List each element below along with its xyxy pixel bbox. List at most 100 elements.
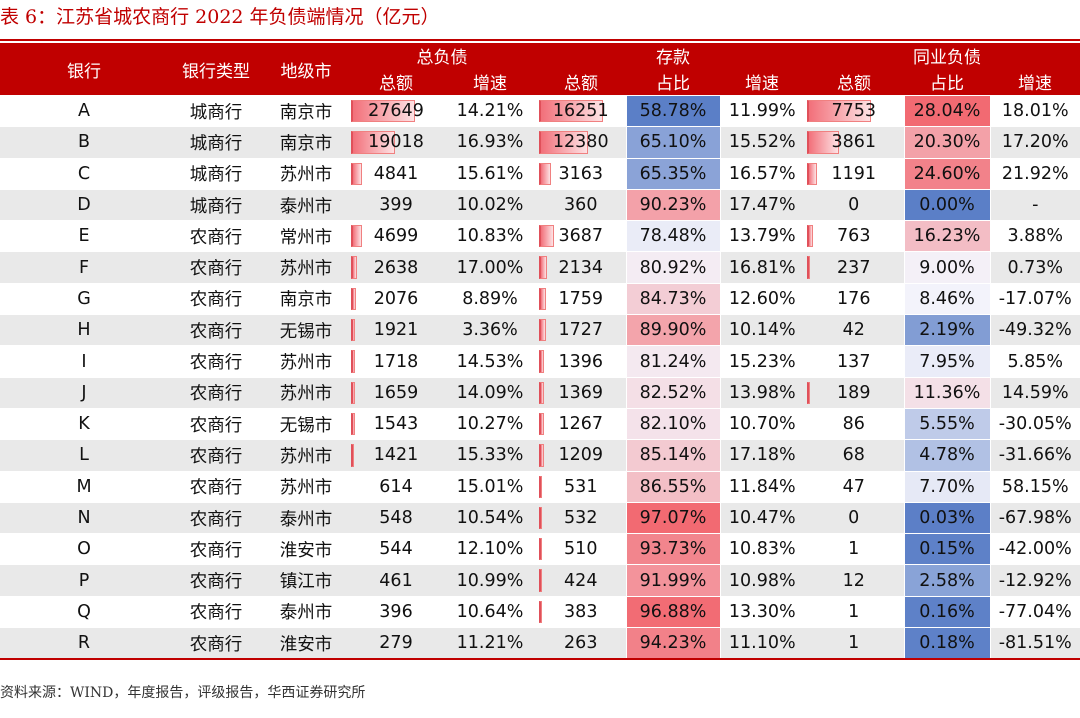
cell-bank-type: 农商行 [168,251,264,284]
cell-ib-total: 1191 [804,157,904,190]
header-spacer [990,43,1080,68]
data-bar [807,381,810,404]
header-spacer [720,43,804,68]
data-bar [351,381,355,404]
cell-value: 19018 [368,132,424,153]
cell-dep-growth: 11.99% [720,94,804,127]
cell-ib-growth: 17.20% [990,126,1080,159]
cell-dep-total: 12380 [536,126,626,159]
cell-tl-growth: 3.36% [444,314,536,346]
cell-bank-type: 农商行 [168,564,264,597]
cell-value: 544 [379,539,413,560]
cell-dep-total: 1396 [536,345,626,378]
cell-dep-share: 93.73% [625,533,721,565]
cell-dep-total: 360 [536,188,626,221]
cell-city: 淮安市 [264,533,348,565]
cell-tl-growth: 8.89% [444,282,536,315]
cell-bank-type: 城商行 [168,157,264,190]
cell-ib-share: 24.60% [903,157,991,190]
cell-city: 南京市 [264,282,348,315]
cell-tl-growth: 12.10% [444,533,536,565]
table-row: K 农商行 无锡市 1543 10.27% 1267 82.10% 10.70% 86 5.55%… [0,407,1080,440]
cell-dep-growth: 17.47% [720,188,804,221]
col-header-dep-total: 总额 [536,68,626,96]
cell-value: 531 [564,476,598,497]
col-header-tl-growth: 增速 [444,68,536,96]
cell-value: 237 [837,257,871,278]
cell-dep-share: 78.48% [625,220,721,252]
cell-ib-growth: -12.92% [990,564,1080,597]
table-row: P 农商行 镇江市 461 10.99% 424 91.99% 10.98% 12 2.58% -1… [0,564,1080,597]
cell-value: 1209 [558,445,604,466]
cell-dep-share: 91.99% [625,564,721,597]
cell-value: 279 [379,633,413,654]
cell-ib-growth: 18.01% [990,94,1080,127]
cell-value: 86 [842,414,865,435]
cell-city: 苏州市 [264,345,348,378]
cell-ib-share: 28.04% [903,94,991,127]
cell-ib-total: 1 [804,595,904,628]
cell-value: 396 [379,601,413,622]
cell-ib-growth: -77.04% [990,595,1080,628]
cell-ib-growth: -30.05% [990,407,1080,440]
table-row: M 农商行 苏州市 614 15.01% 531 86.55% 11.84% 47 7.70% 58… [0,470,1080,503]
data-bar [807,162,817,185]
cell-city: 泰州市 [264,188,348,221]
data-bar [539,319,546,342]
cell-ib-total: 3861 [804,126,904,159]
cell-dep-growth: 16.57% [720,157,804,190]
cell-ib-growth: -67.98% [990,501,1080,534]
data-bar [807,256,810,279]
cell-value: 614 [379,476,413,497]
cell-bank: C [0,157,168,190]
cell-dep-growth: 12.60% [720,282,804,315]
cell-dep-growth: 15.52% [720,126,804,159]
data-bar [351,287,356,311]
liability-table: 银行 银行类型 地级市 总负债 存款 同业负债 总额 增速 总额 占比 增速 总… [0,43,1080,661]
cell-bank: J [0,376,168,409]
cell-bank: G [0,282,168,315]
col-header-dep-share: 占比 [626,68,720,96]
cell-ib-total: 0 [804,501,904,534]
cell-bank-type: 城商行 [168,94,264,127]
cell-dep-total: 510 [536,533,626,565]
cell-dep-share: 89.90% [625,314,721,346]
cell-tl-growth: 17.00% [444,251,536,284]
cell-ib-growth: 5.85% [990,345,1080,378]
cell-city: 南京市 [264,126,348,159]
table-row: E 农商行 常州市 4699 10.83% 3687 78.48% 13.79% 763 16.2… [0,220,1080,252]
cell-value: 16251 [552,101,609,122]
data-bar [539,569,542,592]
cell-value: 12 [842,570,865,591]
cell-ib-total: 763 [804,220,904,252]
cell-value: 1396 [558,351,604,372]
cell-dep-total: 263 [536,627,626,661]
table-title: 表 6：江苏省城农商行 2022 年负债端情况（亿元） [0,6,440,28]
cell-tl-total: 1718 [348,345,444,378]
cell-bank-type: 农商行 [168,220,264,252]
cell-dep-growth: 17.18% [720,439,804,472]
cell-ib-total: 86 [804,407,904,440]
cell-bank-type: 农商行 [168,501,264,534]
table-row: C 城商行 苏州市 4841 15.61% 3163 65.35% 16.57% 1191 24.… [0,157,1080,190]
cell-bank-type: 农商行 [168,470,264,503]
cell-city: 镇江市 [264,564,348,597]
data-bar [539,287,546,311]
cell-dep-growth: 11.10% [720,627,804,661]
data-bar [351,225,362,248]
cell-city: 无锡市 [264,314,348,346]
group-header-interbank: 同业负债 [904,43,990,68]
cell-value: 399 [379,195,413,216]
cell-city: 苏州市 [264,470,348,503]
header-spacer [536,43,626,68]
cell-bank: Q [0,595,168,628]
cell-value: 0 [848,195,860,216]
cell-value: 763 [837,226,871,247]
cell-ib-total: 189 [804,376,904,409]
table-row: B 城商行 南京市 19018 16.93% 12380 65.10% 15.52% 3861 2… [0,126,1080,159]
cell-value: 263 [564,633,598,654]
cell-dep-share: 84.73% [625,282,721,315]
data-bar [539,162,551,185]
data-bar [351,444,354,467]
cell-dep-growth: 13.30% [720,595,804,628]
